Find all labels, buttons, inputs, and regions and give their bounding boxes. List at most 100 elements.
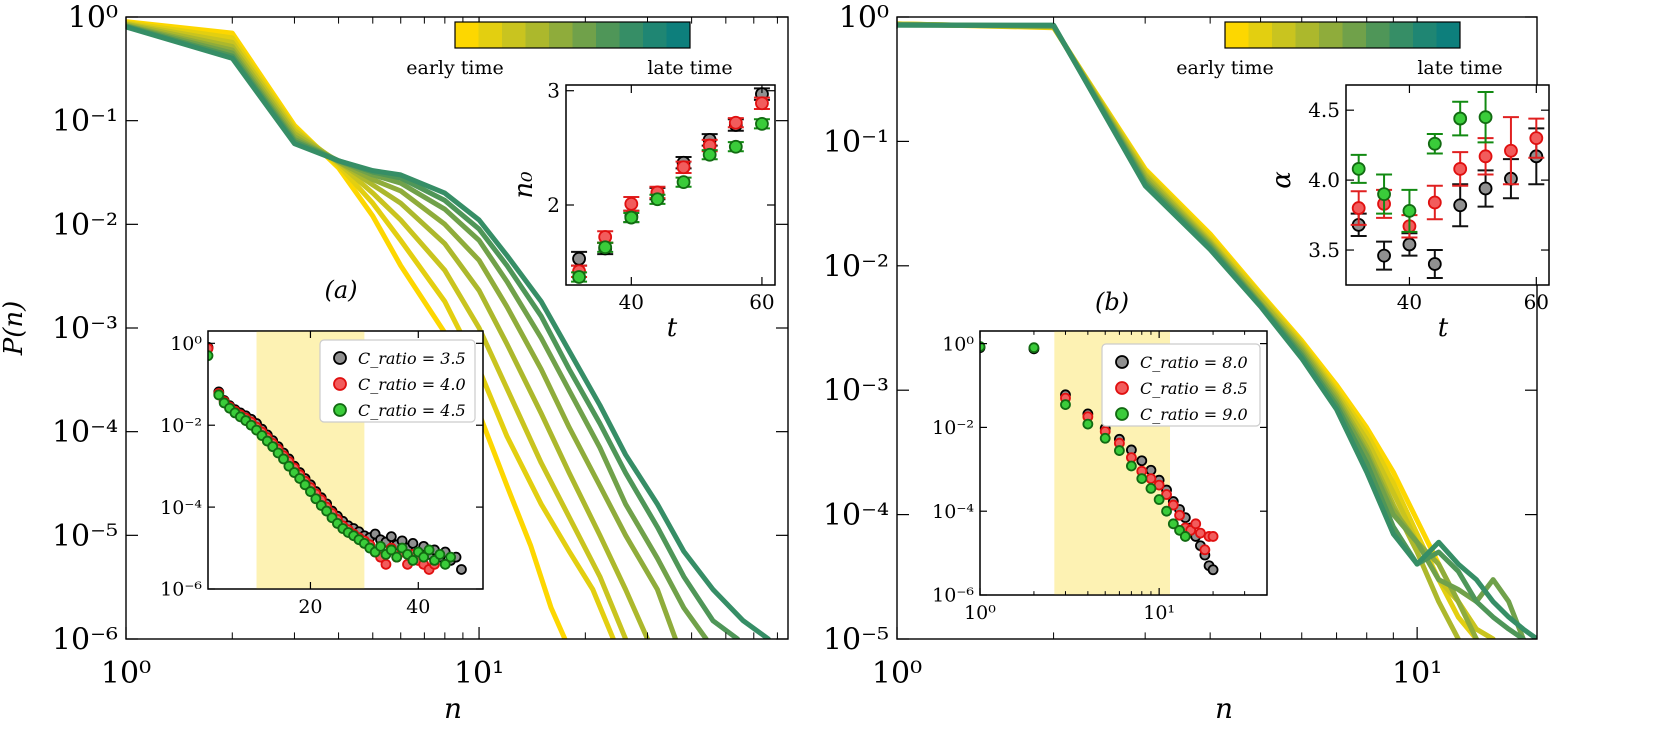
legend-marker: [333, 377, 347, 391]
data-point: [1478, 149, 1493, 164]
inset-n0-border: [565, 84, 776, 286]
x-tick-label: 40: [406, 596, 430, 618]
data-point: [1453, 198, 1468, 213]
data-point: [755, 116, 769, 131]
data-point: [980, 341, 986, 352]
y-tick-label: 10⁻¹: [823, 125, 889, 160]
y-tick-label: 10⁰: [68, 1, 118, 36]
y-tick-label: 10⁻⁴: [52, 415, 118, 450]
y-tick-label: 10⁻³: [52, 312, 118, 347]
data-point: [445, 551, 457, 563]
y-tick-label: 10⁻⁶: [160, 579, 202, 601]
colorbar-segment: [666, 22, 691, 48]
data-point: [1174, 509, 1185, 521]
data-point: [310, 493, 322, 505]
data-point: [278, 453, 289, 465]
data-point: [385, 531, 397, 543]
colorbar-segment: [549, 22, 573, 48]
data-point: [1161, 489, 1172, 500]
legend-box: [319, 339, 476, 423]
colorbar-segment: [1413, 22, 1437, 48]
data-point: [624, 210, 639, 225]
panel-b-inset-alpha: 40 60 3.5 4.0 4.5 t α: [1267, 84, 1550, 343]
data-point: [598, 240, 613, 255]
legend-label: C_ratio = 8.5: [1140, 379, 1248, 398]
data-point: [380, 558, 392, 570]
data-point: [456, 564, 467, 575]
series-line-t8: [126, 24, 771, 639]
y-tick-label: 3: [547, 79, 560, 103]
data-point: [1478, 181, 1493, 196]
data-point: [407, 537, 419, 549]
y-tick-label: 10⁰: [839, 1, 889, 36]
panel-b-frame: [896, 16, 1538, 640]
data-point: [1167, 499, 1179, 511]
panel-a-colorbar: [454, 21, 691, 49]
y-tick-label: 10⁰: [170, 333, 202, 355]
data-point: [423, 544, 435, 556]
colorbar-segment: [1272, 22, 1296, 48]
x-tick-label: 10¹: [1143, 602, 1175, 624]
inset-n0-points: [571, 87, 770, 284]
y-tick-label: 10⁻³: [823, 374, 889, 409]
data-point: [1145, 483, 1157, 494]
colorbar-segment: [455, 22, 479, 48]
data-point: [1125, 460, 1137, 472]
inset-n0-ylabel: n₀: [509, 171, 539, 199]
inset-alpha-xlabel: t: [1438, 313, 1449, 343]
data-point: [702, 147, 717, 162]
data-point: [1199, 544, 1211, 556]
y-tick-label: 10⁻²: [932, 417, 974, 439]
inset-b-dist-axes: 10⁰ 10¹ 10⁰ 10⁻² 10⁻⁴ 10⁻⁶: [932, 331, 1267, 624]
x-tick-label: 10⁰: [101, 656, 151, 691]
inset-n0-axes: 40 60 2 3: [547, 79, 775, 314]
data-point: [1402, 203, 1417, 218]
colorbar-segment: [1319, 22, 1343, 48]
y-tick-label: 10⁻⁴: [932, 501, 974, 523]
data-point: [439, 558, 451, 570]
data-point: [1153, 494, 1165, 505]
data-point: [1402, 237, 1417, 252]
x-tick-label: 10⁰: [872, 656, 922, 691]
data-point: [1167, 518, 1179, 530]
colorbar-segment: [596, 22, 620, 48]
data-point: [1351, 201, 1366, 215]
inset-a-dist-legend: C_ratio = 3.5 C_ratio = 4.0 C_ratio = 4.5: [319, 339, 476, 423]
colorbar-segment: [1342, 22, 1367, 48]
legend-marker: [333, 351, 347, 365]
y-tick-label: 4.5: [1308, 98, 1340, 122]
data-point: [375, 540, 386, 552]
data-point: [728, 115, 743, 130]
panel-b-axes: 10⁰ 10¹ 10⁰ 10⁻¹ 10⁻² 10⁻³ 10⁻⁴ 10⁻⁵: [823, 1, 1537, 691]
legend-label: C_ratio = 9.0: [1140, 405, 1248, 424]
colorbar-frame: [1224, 21, 1461, 49]
data-point: [1179, 531, 1191, 542]
data-point: [213, 389, 225, 401]
colorbar-segment: [1295, 22, 1320, 48]
inset-n0-xlabel: t: [667, 313, 678, 343]
panel-a-inset-n0: 40 60 2 3 t n₀: [509, 79, 776, 343]
inset-a-dist-border: [207, 330, 484, 590]
data-point: [1190, 518, 1202, 530]
panel-b-colorbar: [1224, 21, 1461, 49]
data-point: [624, 196, 639, 211]
data-point: [572, 251, 586, 266]
data-point: [1145, 473, 1157, 485]
data-point: [305, 486, 316, 497]
x-tick-label: 10¹: [1392, 656, 1442, 691]
panel-b-colorbar-late-label: late time: [1417, 57, 1502, 79]
data-point: [1207, 564, 1219, 576]
data-point: [1082, 418, 1094, 430]
colorbar-segment: [525, 22, 550, 48]
x-tick-label: 10⁰: [964, 602, 996, 624]
panel-a-xlabel: n: [444, 692, 462, 725]
x-tick-label: 40: [619, 290, 644, 314]
panel-a-lines: [126, 19, 771, 639]
data-point: [208, 350, 214, 362]
inset-b-dist-border: [979, 330, 1268, 596]
colorbar-segment: [1436, 22, 1461, 48]
data-point: [391, 551, 403, 563]
